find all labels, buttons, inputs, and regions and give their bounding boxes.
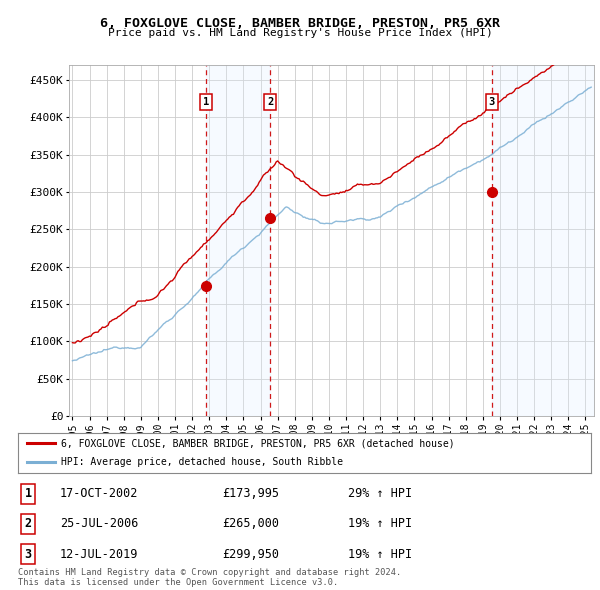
Text: 3: 3 xyxy=(25,548,32,560)
Text: £299,950: £299,950 xyxy=(222,548,279,560)
Text: 1: 1 xyxy=(25,487,32,500)
Text: 25-JUL-2006: 25-JUL-2006 xyxy=(60,517,139,530)
Text: 19% ↑ HPI: 19% ↑ HPI xyxy=(348,548,412,560)
Text: 19% ↑ HPI: 19% ↑ HPI xyxy=(348,517,412,530)
Bar xyxy=(206,65,270,416)
Text: 3: 3 xyxy=(489,97,495,107)
Text: 12-JUL-2019: 12-JUL-2019 xyxy=(60,548,139,560)
Text: 2: 2 xyxy=(267,97,273,107)
Text: HPI: Average price, detached house, South Ribble: HPI: Average price, detached house, Sout… xyxy=(61,457,343,467)
Text: 29% ↑ HPI: 29% ↑ HPI xyxy=(348,487,412,500)
Bar xyxy=(577,65,594,416)
Text: 17-OCT-2002: 17-OCT-2002 xyxy=(60,487,139,500)
Bar xyxy=(492,65,594,416)
Text: 1: 1 xyxy=(203,97,209,107)
Text: Price paid vs. HM Land Registry's House Price Index (HPI): Price paid vs. HM Land Registry's House … xyxy=(107,28,493,38)
Text: 6, FOXGLOVE CLOSE, BAMBER BRIDGE, PRESTON, PR5 6XR (detached house): 6, FOXGLOVE CLOSE, BAMBER BRIDGE, PRESTO… xyxy=(61,438,455,448)
Text: Contains HM Land Registry data © Crown copyright and database right 2024.
This d: Contains HM Land Registry data © Crown c… xyxy=(18,568,401,587)
Text: £265,000: £265,000 xyxy=(222,517,279,530)
Text: 6, FOXGLOVE CLOSE, BAMBER BRIDGE, PRESTON, PR5 6XR: 6, FOXGLOVE CLOSE, BAMBER BRIDGE, PRESTO… xyxy=(100,17,500,30)
Text: 2: 2 xyxy=(25,517,32,530)
Text: £173,995: £173,995 xyxy=(222,487,279,500)
